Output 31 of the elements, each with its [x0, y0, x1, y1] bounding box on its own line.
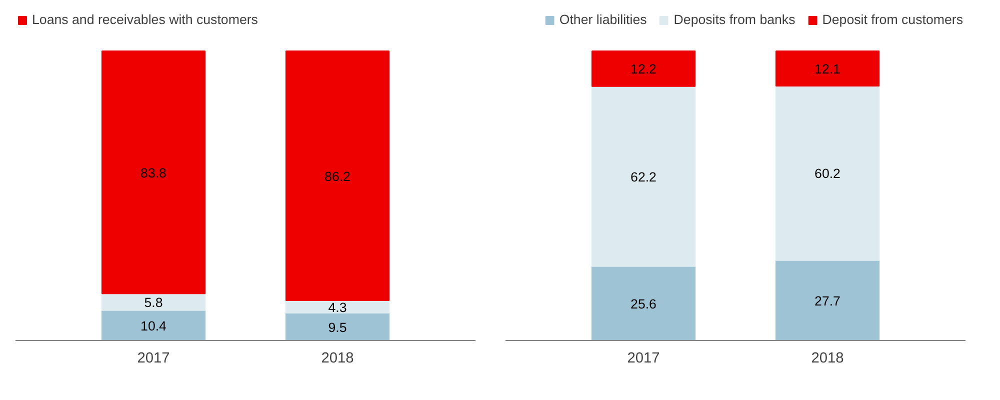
data-label: 27.7 [814, 293, 840, 308]
bar [285, 312, 390, 340]
data-label: 9.5 [328, 320, 347, 335]
bar [775, 260, 880, 340]
bar [101, 293, 206, 311]
bar [775, 50, 880, 87]
data-label: 60.2 [814, 166, 840, 182]
legend-label: Loans and receivables with customers [32, 12, 258, 27]
data-label: 12.1 [814, 62, 840, 77]
x-tick-label: 2018 [811, 350, 844, 366]
data-label: 5.8 [144, 295, 163, 310]
bar [285, 50, 390, 302]
data-label: 12.2 [630, 62, 656, 77]
x-tick-label: 2017 [627, 350, 660, 366]
legend-label: Deposit from customers [822, 12, 963, 27]
x-tick-label: 2018 [321, 350, 354, 366]
data-label: 62.2 [630, 169, 656, 184]
data-label: 86.2 [324, 168, 350, 184]
data-label: 10.4 [140, 318, 168, 334]
data-label: 25.6 [630, 296, 656, 312]
bar [591, 50, 696, 87]
bar [101, 50, 206, 294]
bar [101, 310, 206, 340]
x-tick-label: 2017 [137, 350, 170, 366]
bar [591, 86, 696, 267]
bar [591, 266, 696, 340]
data-label: 4.3 [328, 300, 347, 315]
data-label: 83.8 [140, 165, 166, 180]
bar [775, 86, 880, 261]
legend-label: Other liabilities [559, 12, 647, 27]
legend-label: Deposits from banks [674, 12, 796, 27]
